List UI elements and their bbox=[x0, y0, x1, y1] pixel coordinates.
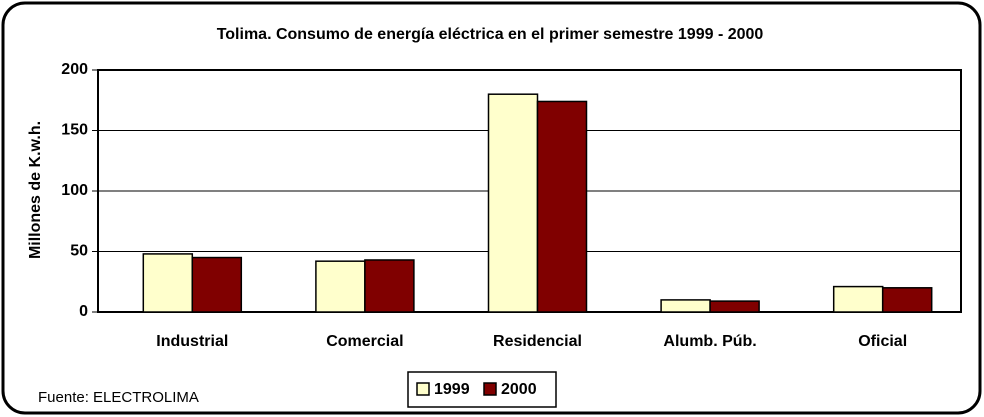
y-tick-label: 150 bbox=[61, 122, 88, 139]
legend-swatch bbox=[483, 382, 497, 396]
legend-box bbox=[407, 371, 557, 408]
bar bbox=[364, 259, 415, 313]
legend-label: 1999 bbox=[434, 381, 470, 398]
x-tick-label: Industrial bbox=[156, 333, 228, 350]
x-tick-label: Comercial bbox=[326, 333, 403, 350]
y-tick-label: 200 bbox=[61, 61, 88, 78]
bar bbox=[660, 299, 711, 313]
x-tick-label: Alumb. Púb. bbox=[663, 333, 756, 350]
bar bbox=[709, 300, 760, 313]
y-axis-label: Millones de K.w.h. bbox=[27, 121, 44, 259]
y-tick-label: 0 bbox=[79, 303, 88, 320]
y-tick-label: 50 bbox=[70, 243, 88, 260]
x-tick-label: Residencial bbox=[493, 333, 582, 350]
legend-swatch bbox=[416, 382, 430, 396]
bar bbox=[315, 260, 366, 313]
bar bbox=[881, 287, 933, 313]
bar bbox=[191, 256, 243, 313]
source-note: Fuente: ELECTROLIMA bbox=[38, 389, 199, 406]
bar bbox=[832, 285, 884, 313]
chart-title: Tolima. Consumo de energía eléctrica en … bbox=[217, 26, 764, 43]
x-tick-label: Oficial bbox=[858, 333, 907, 350]
y-tick-label: 100 bbox=[61, 182, 88, 199]
bar bbox=[142, 253, 194, 313]
bar bbox=[487, 93, 539, 313]
legend-label: 2000 bbox=[501, 381, 537, 398]
bar bbox=[536, 100, 588, 313]
